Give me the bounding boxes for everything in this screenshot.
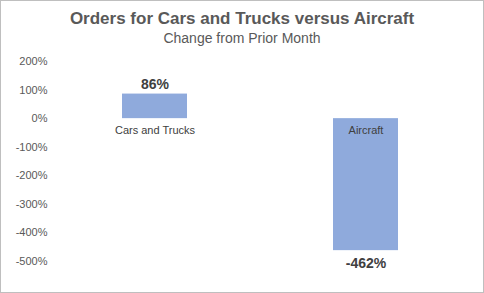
html-text:Orders for Cars and Trucks ver: Orders for Cars and Trucks versus Aircra… (69, 9, 415, 28)
svg-text:86%: 86% (141, 76, 170, 92)
svg-text:Cars and Trucks: Cars and Trucks (115, 124, 196, 136)
svg-text:100%: 100% (19, 84, 47, 96)
svg-text:-300%: -300% (16, 198, 48, 210)
svg-text:-200%: -200% (16, 169, 48, 181)
svg-text:Aircraft: Aircraft (349, 124, 384, 136)
svg-text:-500%: -500% (16, 255, 48, 267)
svg-text:0%: 0% (32, 112, 48, 124)
html-text:Change from Prior Month: Change from Prior Month (163, 30, 321, 46)
svg-text:-100%: -100% (16, 141, 48, 153)
svg-text:-400%: -400% (16, 226, 48, 238)
svg-text:-462%: -462% (346, 255, 387, 271)
svg-text:200%: 200% (19, 55, 47, 67)
